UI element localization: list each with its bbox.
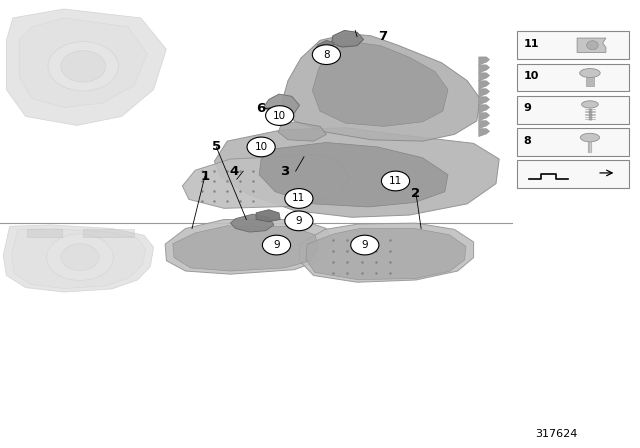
Polygon shape bbox=[312, 43, 448, 126]
Circle shape bbox=[61, 244, 99, 271]
Ellipse shape bbox=[587, 41, 598, 50]
Polygon shape bbox=[479, 129, 490, 137]
Polygon shape bbox=[12, 228, 146, 289]
Text: 3: 3 bbox=[280, 164, 289, 178]
Polygon shape bbox=[577, 38, 606, 52]
Polygon shape bbox=[479, 65, 490, 73]
Polygon shape bbox=[479, 121, 490, 129]
Polygon shape bbox=[479, 105, 490, 113]
Text: 10: 10 bbox=[524, 71, 539, 81]
Polygon shape bbox=[282, 34, 480, 141]
Polygon shape bbox=[182, 155, 349, 208]
Ellipse shape bbox=[580, 69, 600, 78]
Text: 10: 10 bbox=[255, 142, 268, 152]
Polygon shape bbox=[19, 18, 147, 108]
Text: 317624: 317624 bbox=[536, 429, 578, 439]
Text: 9: 9 bbox=[362, 240, 368, 250]
FancyBboxPatch shape bbox=[517, 31, 629, 59]
Text: 8: 8 bbox=[323, 50, 330, 60]
Ellipse shape bbox=[580, 134, 600, 142]
Text: 9: 9 bbox=[524, 103, 531, 113]
FancyBboxPatch shape bbox=[517, 96, 629, 124]
Text: 8: 8 bbox=[524, 136, 531, 146]
Text: 11: 11 bbox=[292, 194, 305, 203]
Circle shape bbox=[48, 42, 118, 91]
Polygon shape bbox=[264, 94, 300, 116]
Text: 10: 10 bbox=[273, 111, 286, 121]
Polygon shape bbox=[259, 142, 448, 207]
Text: 2: 2 bbox=[412, 187, 420, 200]
Polygon shape bbox=[479, 97, 490, 105]
Text: 9: 9 bbox=[273, 240, 280, 250]
Text: 1: 1 bbox=[200, 170, 209, 183]
Circle shape bbox=[285, 211, 313, 231]
Polygon shape bbox=[479, 57, 490, 65]
FancyBboxPatch shape bbox=[586, 77, 594, 86]
Circle shape bbox=[351, 235, 379, 255]
Circle shape bbox=[312, 45, 340, 65]
Text: 7: 7 bbox=[378, 30, 387, 43]
Polygon shape bbox=[230, 214, 274, 232]
FancyBboxPatch shape bbox=[517, 64, 629, 91]
Polygon shape bbox=[165, 220, 333, 274]
Circle shape bbox=[262, 235, 291, 255]
Text: 6: 6 bbox=[257, 102, 266, 115]
Polygon shape bbox=[479, 89, 490, 97]
Polygon shape bbox=[278, 122, 326, 141]
FancyBboxPatch shape bbox=[517, 160, 629, 188]
Circle shape bbox=[61, 51, 106, 82]
Text: 5: 5 bbox=[212, 140, 221, 154]
Circle shape bbox=[47, 234, 113, 280]
Circle shape bbox=[285, 189, 313, 208]
Ellipse shape bbox=[582, 101, 598, 108]
Polygon shape bbox=[316, 40, 334, 52]
Polygon shape bbox=[6, 9, 166, 125]
Polygon shape bbox=[3, 225, 154, 292]
Polygon shape bbox=[479, 81, 490, 89]
FancyBboxPatch shape bbox=[517, 128, 629, 156]
Polygon shape bbox=[479, 73, 490, 81]
Text: 11: 11 bbox=[524, 39, 539, 49]
FancyBboxPatch shape bbox=[83, 229, 134, 237]
Text: 9: 9 bbox=[296, 216, 302, 226]
Circle shape bbox=[381, 171, 410, 191]
Polygon shape bbox=[214, 128, 499, 217]
FancyBboxPatch shape bbox=[27, 229, 62, 237]
Circle shape bbox=[266, 106, 294, 125]
Polygon shape bbox=[300, 223, 474, 282]
Text: 11: 11 bbox=[389, 176, 402, 186]
Polygon shape bbox=[306, 228, 466, 280]
Polygon shape bbox=[332, 30, 364, 47]
Polygon shape bbox=[173, 226, 319, 271]
Circle shape bbox=[247, 137, 275, 157]
Polygon shape bbox=[256, 210, 280, 222]
Polygon shape bbox=[479, 112, 490, 121]
Text: 4: 4 bbox=[229, 164, 238, 178]
